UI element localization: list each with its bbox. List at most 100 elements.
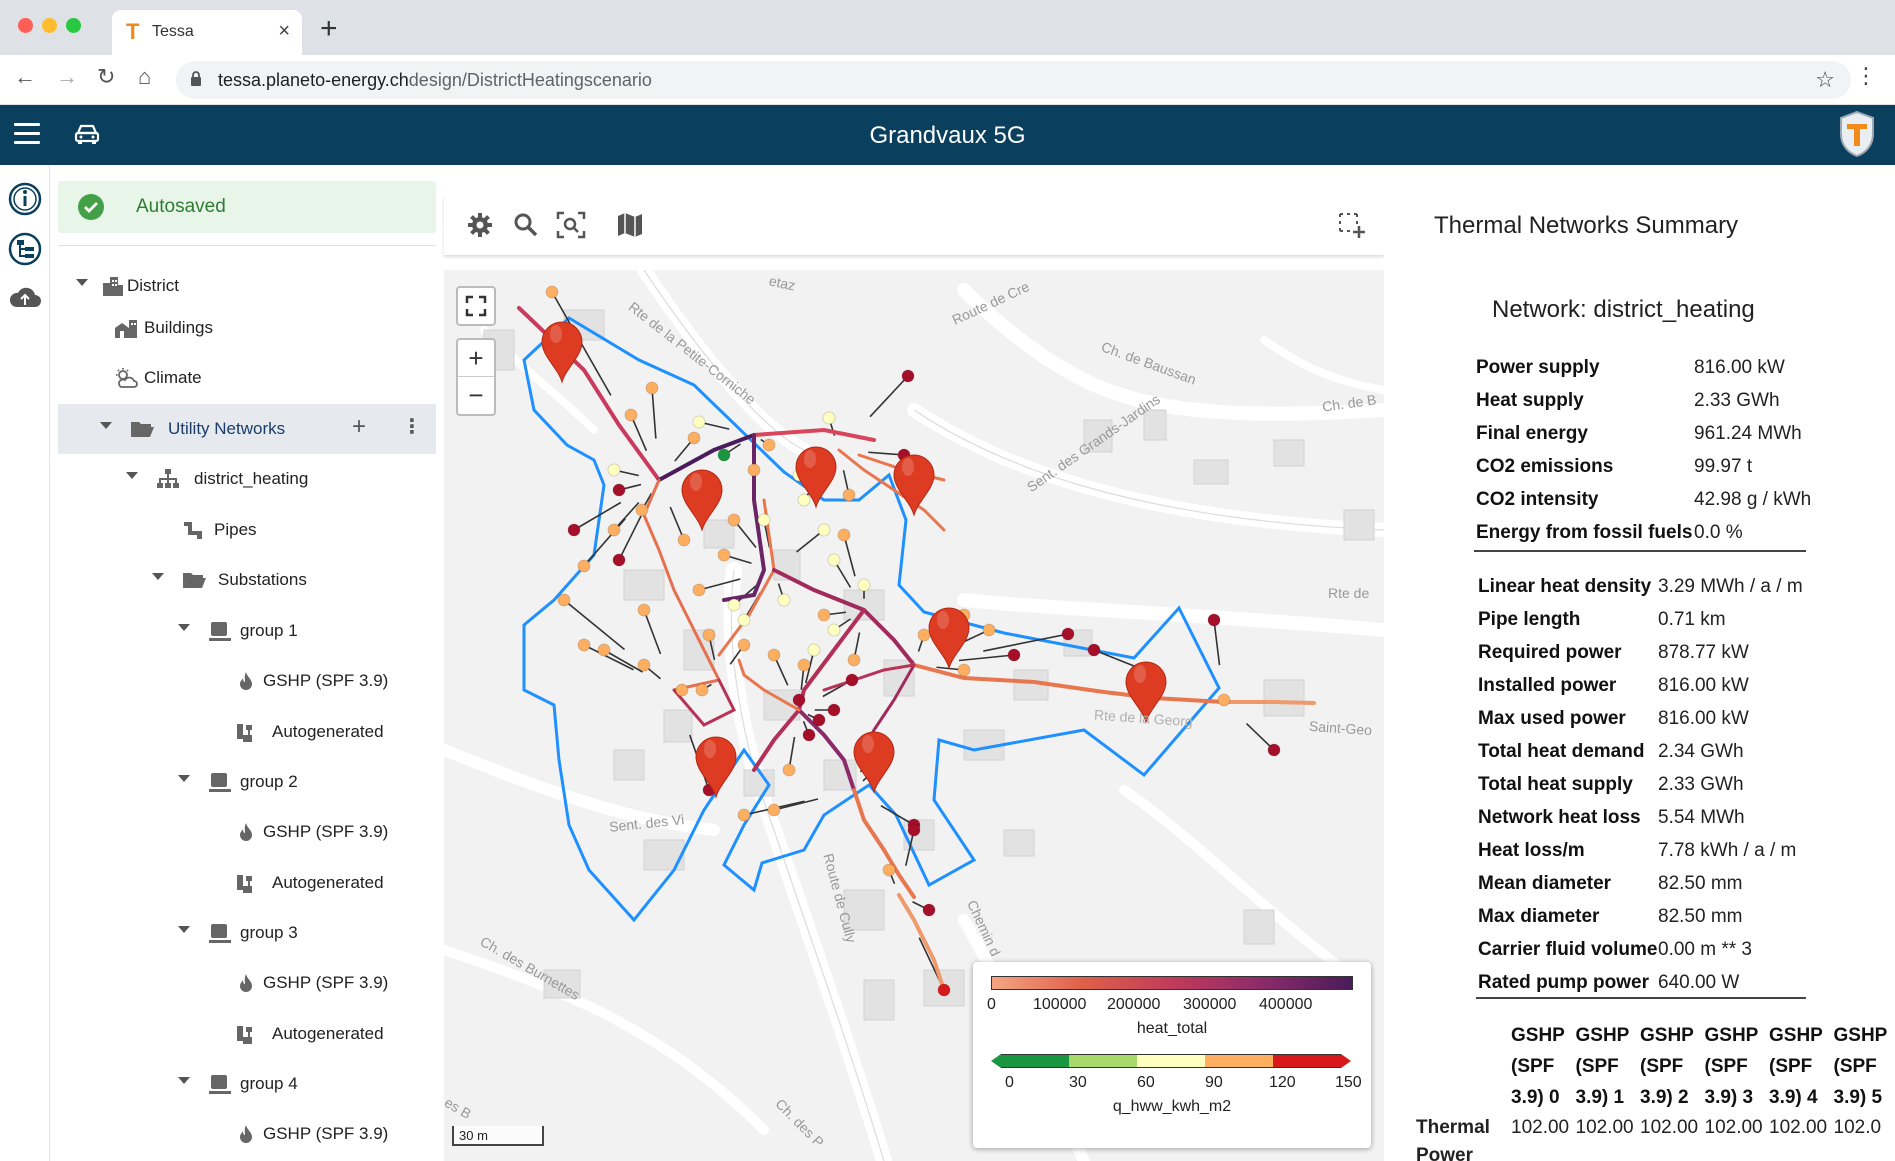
substation-node[interactable]: [607, 523, 621, 537]
substation-node[interactable]: [757, 513, 771, 527]
tree-node-group-3[interactable]: group 3: [58, 908, 444, 958]
pipe[interactable]: [897, 893, 946, 992]
substation-node[interactable]: [1207, 613, 1221, 627]
home-icon[interactable]: ⌂: [138, 64, 152, 89]
substation-node[interactable]: [817, 523, 831, 537]
substation-node[interactable]: [612, 553, 626, 567]
caret-down-icon[interactable]: [76, 279, 88, 286]
substation-node[interactable]: [637, 658, 651, 672]
map-pin-marker[interactable]: [928, 607, 970, 670]
substation-node[interactable]: [767, 648, 781, 662]
substation-node[interactable]: [635, 503, 649, 517]
substation-node[interactable]: [717, 448, 731, 462]
substation-node[interactable]: [677, 533, 691, 547]
car-icon[interactable]: [74, 121, 100, 147]
substation-node[interactable]: [827, 623, 841, 637]
window-minimize-button[interactable]: [42, 18, 57, 33]
substation-node[interactable]: [597, 643, 611, 657]
substation-node[interactable]: [557, 593, 571, 607]
window-maximize-button[interactable]: [66, 18, 81, 33]
pipe[interactable]: [852, 788, 916, 899]
forward-arrow-icon[interactable]: →: [56, 64, 78, 89]
substation-node[interactable]: [792, 693, 806, 707]
substation-node[interactable]: [607, 463, 621, 477]
substation-node[interactable]: [1061, 627, 1075, 641]
pipe[interactable]: [737, 658, 801, 712]
select-area-icon[interactable]: [1337, 211, 1365, 239]
substation-node[interactable]: [737, 808, 751, 822]
pipe[interactable]: [717, 498, 776, 657]
tree-node-climate[interactable]: Climate: [58, 353, 444, 403]
tree-node-gshp[interactable]: GSHP (SPF 3.9): [58, 1109, 444, 1155]
substation-node[interactable]: [567, 523, 581, 537]
caret-down-icon[interactable]: [152, 573, 164, 580]
substation-node[interactable]: [922, 903, 936, 917]
substation-node[interactable]: [837, 528, 851, 542]
pipe[interactable]: [722, 433, 767, 602]
substation-node[interactable]: [817, 608, 831, 622]
zoom-in-button[interactable]: +: [458, 340, 494, 377]
address-bar[interactable]: tessa.planeto-energy.chdesign/DistrictHe…: [176, 61, 1851, 99]
tree-node-pipes[interactable]: Pipes: [58, 505, 444, 555]
tree-node-group-4[interactable]: group 4: [58, 1059, 444, 1109]
substation-node[interactable]: [1087, 643, 1101, 657]
substation-node[interactable]: [737, 613, 751, 627]
substation-node[interactable]: [695, 683, 709, 697]
tree-node-substations[interactable]: Substations: [58, 555, 444, 605]
tree-node-autogenerated[interactable]: Autogenerated: [58, 707, 444, 757]
substation-node[interactable]: [577, 638, 591, 652]
map-drawing[interactable]: [444, 270, 1384, 1161]
substation-node[interactable]: [845, 673, 859, 687]
substation-node[interactable]: [917, 628, 931, 642]
substation-node[interactable]: [812, 713, 826, 727]
map-pin-marker[interactable]: [695, 736, 737, 799]
substation-node[interactable]: [901, 369, 915, 383]
substation-node[interactable]: [747, 463, 761, 477]
substation-node[interactable]: [1217, 693, 1231, 707]
substation-node[interactable]: [727, 513, 741, 527]
add-icon[interactable]: +: [352, 413, 367, 440]
substation-node[interactable]: [857, 578, 871, 592]
pipe[interactable]: [797, 708, 856, 792]
tab-close-icon[interactable]: ×: [278, 20, 290, 42]
substation-node[interactable]: [737, 638, 751, 652]
pipe[interactable]: [822, 663, 916, 692]
bookmark-star-icon[interactable]: ☆: [1815, 67, 1835, 92]
back-arrow-icon[interactable]: ←: [14, 64, 36, 89]
browser-menu-icon[interactable]: ⋮: [1855, 63, 1877, 88]
tree-node-autogenerated[interactable]: Autogenerated: [58, 858, 444, 908]
substation-node[interactable]: [762, 438, 776, 452]
menu-icon[interactable]: [14, 123, 40, 145]
tree-node-gshp[interactable]: GSHP (SPF 3.9): [58, 958, 444, 1008]
substation-node[interactable]: [797, 658, 811, 672]
substation-node[interactable]: [637, 603, 651, 617]
pipe[interactable]: [912, 663, 1226, 704]
reload-icon[interactable]: ↻: [97, 64, 116, 89]
map-pin-marker[interactable]: [795, 446, 837, 509]
substation-node[interactable]: [802, 728, 816, 742]
info-icon[interactable]: [7, 181, 43, 217]
substation-node[interactable]: [882, 863, 896, 877]
substation-node[interactable]: [1007, 648, 1021, 662]
substation-node[interactable]: [957, 663, 971, 677]
substation-node[interactable]: [612, 483, 626, 497]
substation-node[interactable]: [782, 763, 796, 777]
map-pin-marker[interactable]: [681, 469, 723, 532]
pipe[interactable]: [837, 448, 946, 532]
substation-node[interactable]: [692, 415, 706, 429]
browser-tab[interactable]: T Tessa ×: [112, 10, 302, 55]
gear-icon[interactable]: [466, 211, 494, 239]
substation-node[interactable]: [827, 703, 841, 717]
fullscreen-button[interactable]: [456, 286, 496, 326]
substation-node[interactable]: [692, 583, 706, 597]
pipe[interactable]: [672, 678, 737, 727]
substation-node[interactable]: [842, 488, 856, 502]
pipe[interactable]: [752, 427, 876, 442]
tree-structure-icon[interactable]: [7, 231, 43, 267]
map-pin-marker[interactable]: [541, 321, 583, 384]
substation-node[interactable]: [822, 411, 836, 425]
search-icon[interactable]: [512, 211, 540, 239]
caret-down-icon[interactable]: [178, 926, 190, 933]
map-pin-marker[interactable]: [893, 454, 935, 517]
caret-down-icon[interactable]: [126, 472, 138, 479]
